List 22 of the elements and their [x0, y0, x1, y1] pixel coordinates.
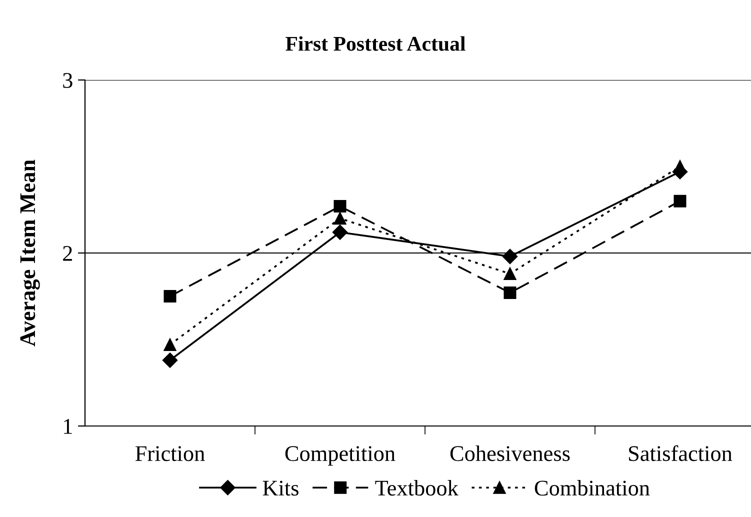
legend-label: Kits	[262, 480, 298, 496]
x-tick-label: Cohesiveness	[450, 445, 570, 462]
legend-label: Textbook	[375, 480, 458, 496]
x-tick-label: Friction	[135, 446, 205, 462]
point	[332, 224, 348, 240]
point	[504, 268, 516, 280]
point	[164, 290, 176, 302]
point	[504, 286, 516, 300]
point	[164, 338, 176, 351]
y-tick-label: 1	[64, 419, 72, 434]
chart-title: First Posttest Actual	[286, 36, 466, 51]
x-tick-label: Satisfaction	[629, 445, 732, 462]
y-tick-label: 3	[63, 72, 72, 88]
y-tick-label: 2	[63, 246, 72, 261]
point	[334, 212, 346, 225]
legend-label: Combination	[534, 480, 650, 496]
y-axis-title: Average Item Mean	[20, 160, 40, 346]
point	[162, 352, 178, 368]
x-tick-label: Competition	[285, 446, 396, 466]
point	[502, 248, 518, 264]
point	[334, 200, 346, 213]
point	[674, 194, 686, 208]
